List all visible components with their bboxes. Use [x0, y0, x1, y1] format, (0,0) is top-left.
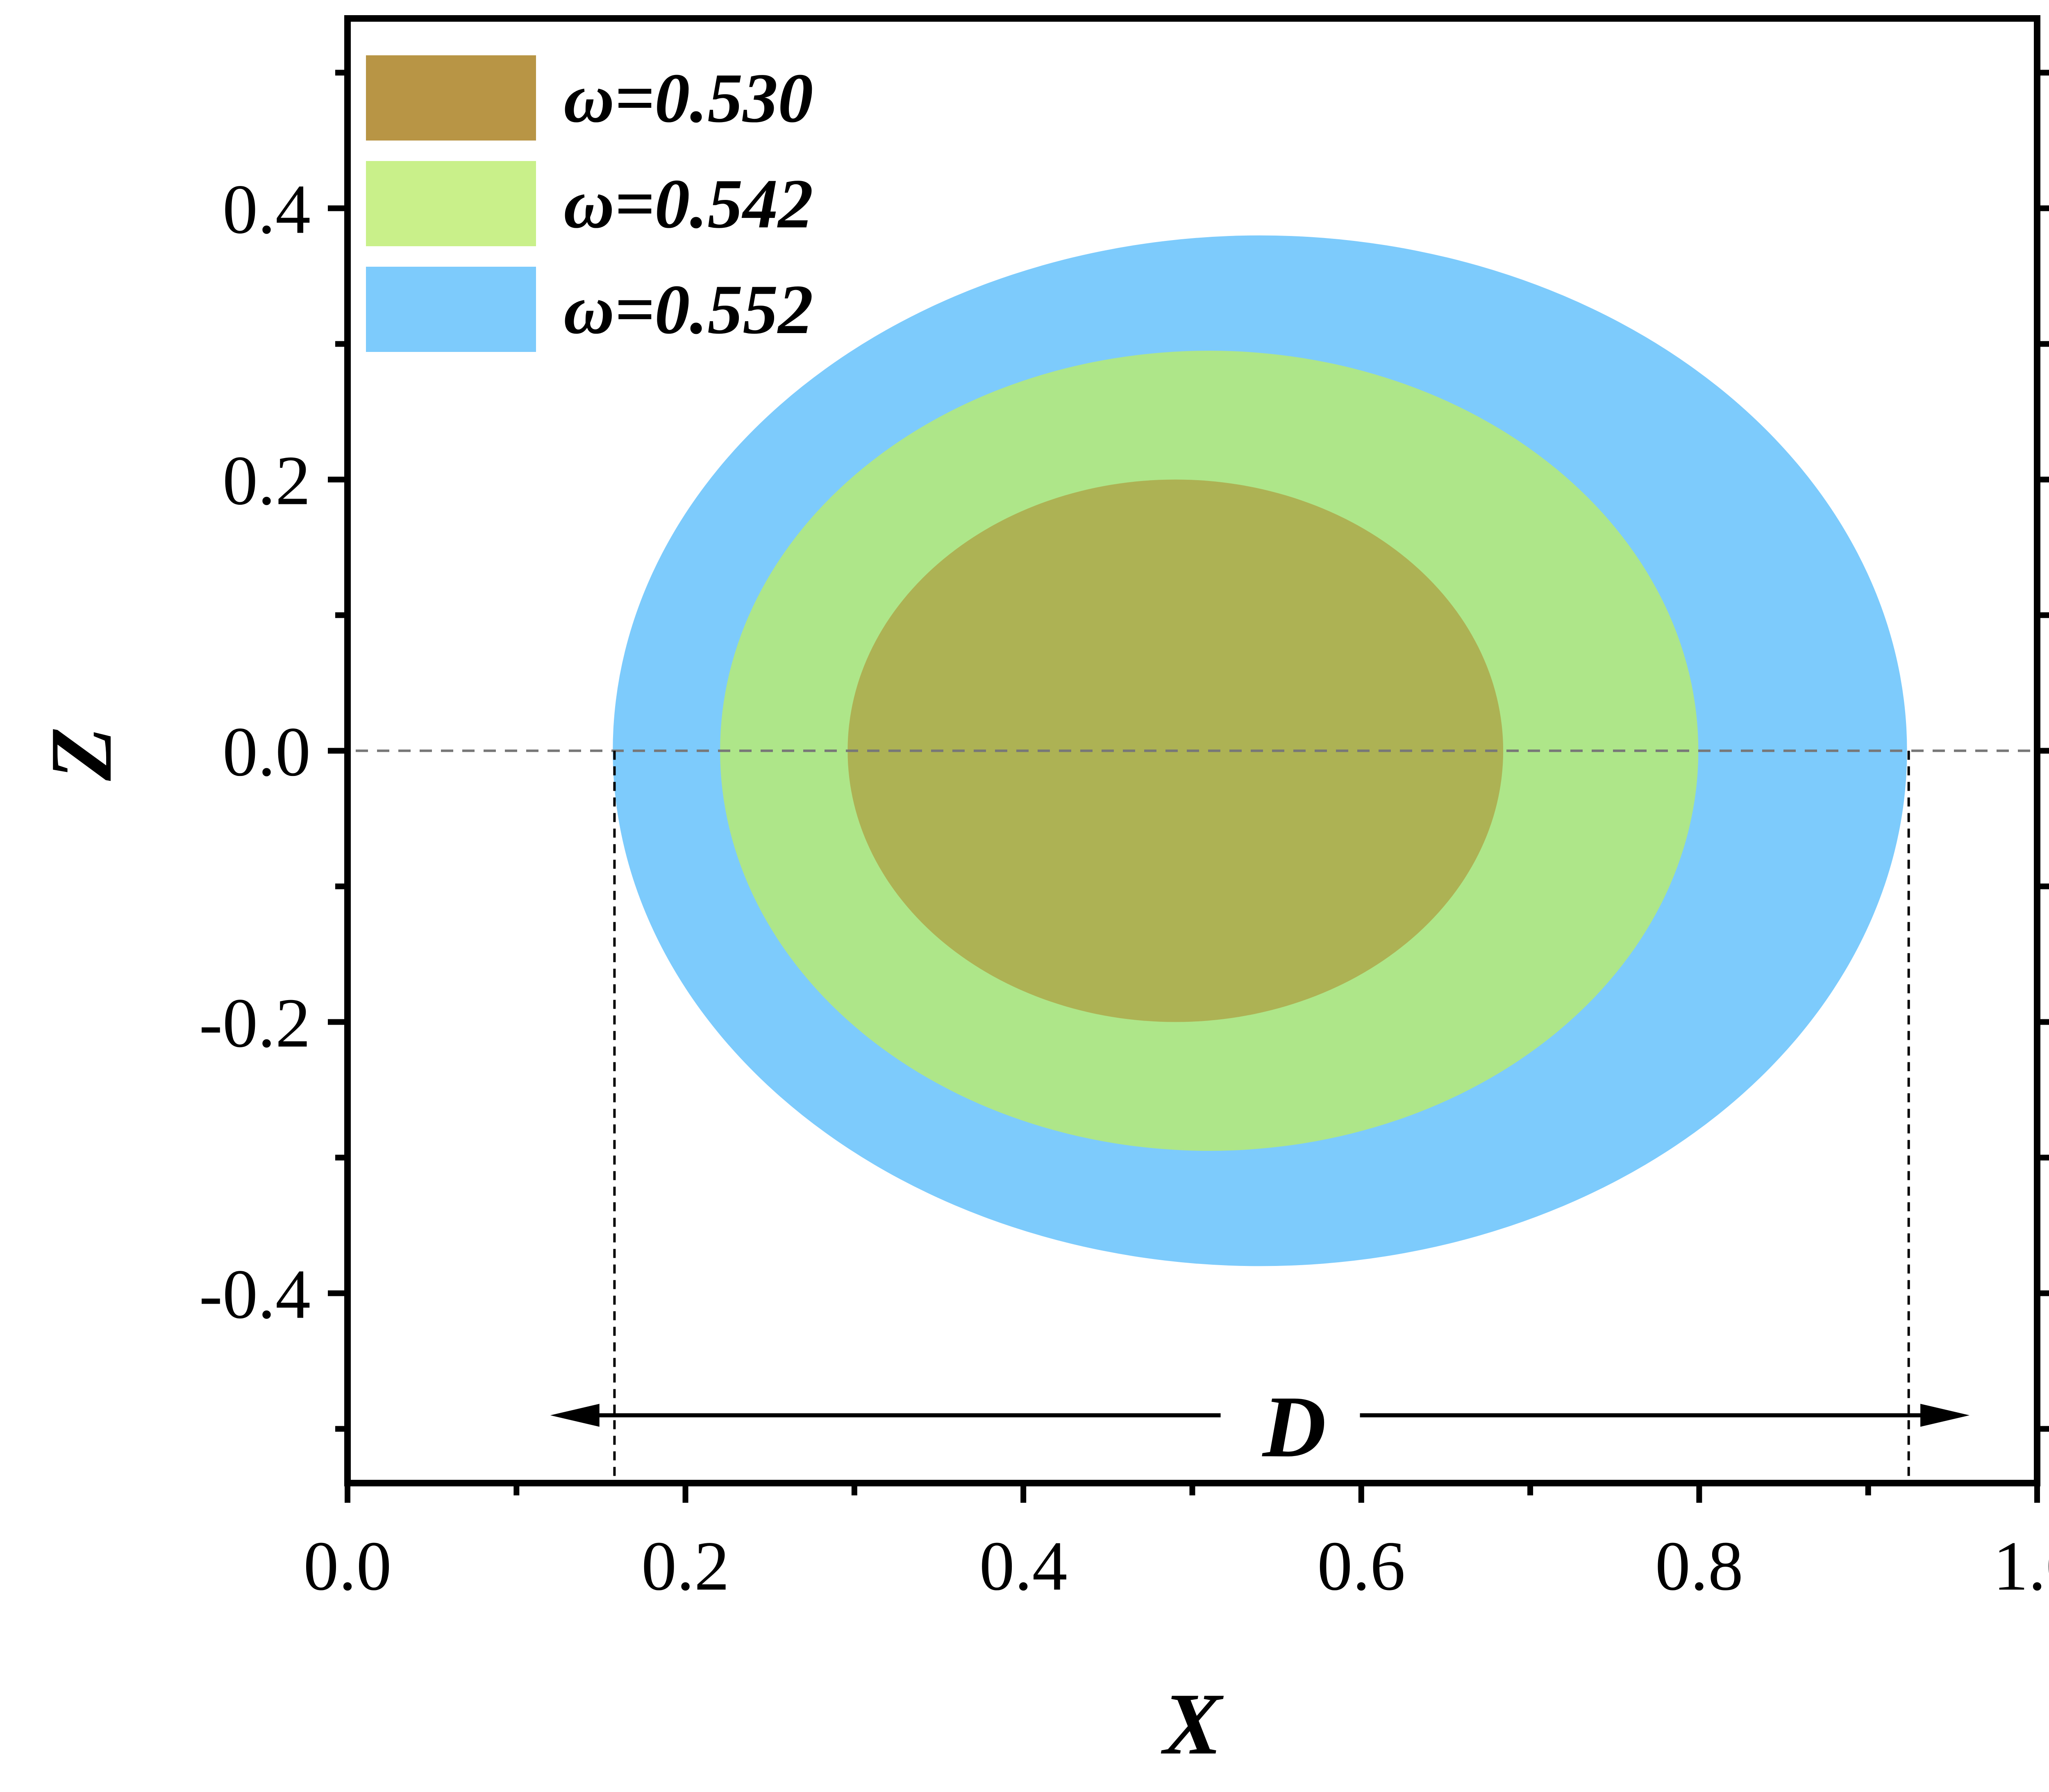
y-tick-label: 0.2 [223, 442, 311, 519]
x-tick-label: 1.0 [1993, 1527, 2049, 1605]
tick-labels: 0.0 0.2 0.4 0.6 0.8 1.0 -0.4 -0.2 0.0 0.2 0.4 [199, 170, 2049, 1605]
x-tick-label: 0.8 [1655, 1527, 1743, 1605]
diameter-annotation: D [550, 1377, 1970, 1475]
x-tick-label: 0.4 [979, 1527, 1068, 1605]
legend-swatch-0-530 [366, 55, 536, 141]
x-tick-label: 0.2 [641, 1527, 729, 1605]
arrowhead-right [1920, 1404, 1970, 1427]
legend-label-0-552: ω=0.552 [563, 271, 813, 349]
guides [356, 749, 2033, 1483]
x-axis-title: X [1161, 1675, 1224, 1773]
y-tick-label: -0.2 [199, 984, 311, 1062]
ticks [328, 70, 2049, 1503]
legend-swatch-0-542 [366, 161, 536, 246]
legend-label-0-530: ω=0.530 [563, 59, 813, 137]
x-tick-label: 0.6 [1317, 1527, 1405, 1605]
x-tick-label: 0.0 [304, 1527, 392, 1605]
legend-label-0-542: ω=0.542 [563, 165, 813, 243]
y-tick-label: 0.0 [223, 713, 311, 791]
y-axis-title: Z [32, 727, 130, 781]
diameter-label: D [1262, 1377, 1326, 1475]
y-tick-label: -0.4 [199, 1256, 311, 1334]
legend-swatch-0-552 [366, 267, 536, 352]
y-tick-label: 0.4 [223, 170, 311, 248]
legend: ω=0.530 ω=0.542 ω=0.552 [366, 55, 813, 352]
arrowhead-left [550, 1404, 600, 1427]
